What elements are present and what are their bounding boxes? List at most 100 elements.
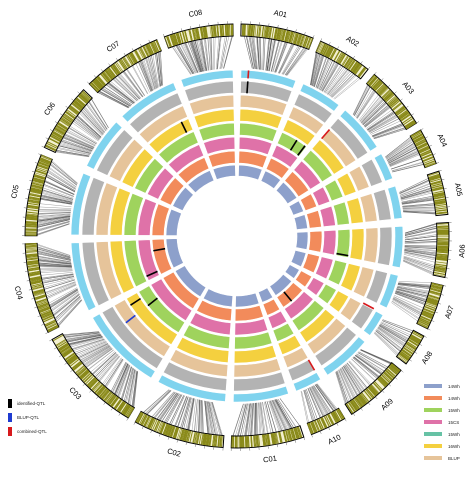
track-label: 15CS — [448, 420, 459, 425]
chromosome-label: C06 — [42, 101, 57, 117]
tick-mark — [149, 40, 150, 43]
tick-mark — [94, 75, 96, 77]
tick-mark — [87, 82, 89, 84]
tick-mark — [446, 197, 449, 198]
track-swatch — [424, 456, 442, 460]
tick-mark — [127, 418, 129, 421]
track-ring-segment — [289, 201, 303, 215]
qtl-label-combined: combined-QTL — [17, 429, 47, 434]
tick-mark — [436, 162, 439, 163]
link-line — [274, 400, 289, 429]
tick-mark — [49, 340, 52, 341]
tick-mark — [296, 29, 297, 32]
track-ring-segment — [235, 293, 259, 307]
link-line — [315, 385, 333, 411]
link-line — [392, 300, 420, 317]
ideogram-band — [247, 436, 248, 447]
tick-mark — [329, 42, 330, 45]
link-line — [391, 302, 418, 321]
track-ring-segment — [285, 265, 299, 279]
tick-mark — [419, 344, 422, 346]
link-line — [50, 165, 77, 186]
link-line — [195, 399, 198, 431]
track-ring-segment — [347, 198, 364, 224]
track-ring-segment — [333, 202, 349, 225]
chromosome-label: A02 — [345, 34, 361, 49]
chromosome-label: C08 — [188, 8, 203, 19]
link-line — [253, 37, 257, 70]
tick-mark — [32, 171, 35, 172]
qtl-label-identified: identified-QTL — [17, 401, 45, 406]
chromosome-label: C01 — [263, 454, 278, 465]
track-ring-segment — [235, 305, 263, 321]
tick-mark — [35, 162, 38, 163]
track-legend-item: 16Wh — [424, 440, 460, 452]
tick-mark — [159, 434, 160, 437]
ideogram-band — [437, 246, 448, 247]
link-line — [379, 326, 406, 342]
chromosome-label: A01 — [273, 8, 288, 19]
tick-mark — [421, 129, 424, 130]
tick-mark — [411, 114, 413, 116]
chromosome-label: A03 — [400, 80, 416, 96]
tick-mark — [389, 384, 391, 386]
link-line — [365, 107, 390, 127]
tick-mark — [433, 154, 436, 155]
tick-mark — [96, 396, 98, 398]
track-label: 14Wh — [448, 384, 460, 389]
tick-mark — [140, 44, 141, 47]
tick-mark — [66, 106, 68, 108]
link-line — [399, 281, 432, 282]
tick-mark — [441, 179, 444, 180]
link-line — [336, 372, 346, 404]
tick-mark — [132, 48, 133, 51]
link-line — [264, 38, 265, 70]
tick-mark — [34, 307, 37, 308]
chromosome-label: A09 — [379, 397, 395, 413]
track-legend-item: 15CS — [424, 416, 460, 428]
tick-mark — [431, 320, 434, 321]
qtl-mark — [248, 70, 249, 78]
link-line — [403, 210, 435, 211]
tick-mark — [41, 324, 44, 325]
track-ring-segment — [213, 165, 236, 180]
link-line — [39, 207, 71, 209]
tick-mark — [313, 35, 314, 38]
link-line — [176, 45, 193, 73]
tick-mark — [71, 99, 73, 101]
chromosome-label: A05 — [453, 182, 465, 197]
tick-mark — [124, 53, 126, 56]
tick-mark — [435, 312, 438, 313]
track-ring-segment — [294, 215, 307, 230]
tick-mark — [42, 146, 45, 147]
chromosome-label: A04 — [435, 132, 449, 148]
tick-mark — [312, 434, 313, 437]
tick-mark — [345, 419, 347, 422]
tick-mark — [172, 31, 173, 34]
tick-mark — [353, 56, 355, 59]
tick-mark — [109, 64, 111, 66]
link-line — [44, 279, 75, 288]
track-legend-item: 14Wh — [424, 392, 460, 404]
tick-mark — [119, 413, 121, 416]
link-line — [400, 180, 430, 193]
tick-mark — [101, 69, 103, 71]
tick-mark — [50, 130, 53, 131]
link-line — [221, 36, 227, 69]
chromosome-label: C02 — [166, 446, 182, 458]
tick-mark — [60, 114, 62, 116]
track-legend-item: 14Wh — [424, 380, 460, 392]
chromosome-label: A07 — [443, 304, 456, 320]
tick-mark — [321, 38, 322, 41]
tick-mark — [368, 67, 370, 69]
link-line — [323, 64, 339, 92]
link-line — [274, 42, 284, 72]
track-legend-item: 15Wh — [424, 428, 460, 440]
link-line — [392, 164, 423, 172]
tick-mark — [320, 431, 321, 434]
qtl-mark — [247, 81, 248, 93]
tick-mark — [395, 377, 397, 379]
track-swatch — [424, 432, 442, 436]
